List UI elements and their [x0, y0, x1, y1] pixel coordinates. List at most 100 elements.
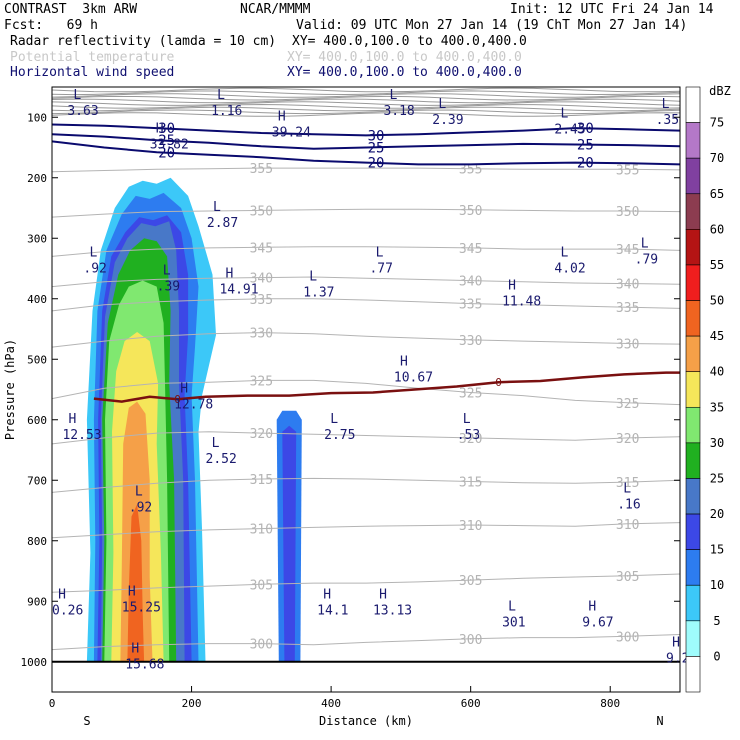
- hl-value-25: 15.25: [122, 600, 161, 615]
- theta-label-300-0: 300: [250, 638, 273, 653]
- wind-label-25-0: 25: [158, 133, 175, 149]
- theta-label-345-1: 345: [459, 242, 482, 257]
- hl-letter-7: H: [278, 109, 286, 124]
- theta-label-330-2: 330: [616, 338, 639, 353]
- field2-name: Potential temperature: [10, 50, 175, 65]
- hl-value-9: .92: [83, 261, 106, 276]
- hl-value-22: 2.52: [206, 452, 237, 467]
- hl-letter-14: L: [560, 245, 568, 260]
- theta-contour-330: [52, 332, 680, 348]
- hl-letter-17: H: [400, 354, 408, 369]
- hl-value-10: .39: [157, 280, 180, 295]
- hl-value-19: 12.53: [62, 428, 101, 443]
- hl-letter-6: H: [156, 121, 164, 136]
- hl-value-8: 2.87: [207, 216, 238, 231]
- hl-value-13: .77: [369, 261, 392, 276]
- field3-name: Horizontal wind speed: [10, 65, 175, 80]
- wind-label-20-0: 20: [158, 145, 175, 161]
- theta-label-315-0: 315: [250, 473, 273, 488]
- y-tick-label-300: 300: [27, 232, 47, 245]
- theta-label-310-1: 310: [459, 519, 482, 534]
- hl-value-15: .79: [635, 252, 658, 267]
- left-end-label: S: [83, 714, 90, 728]
- hl-letter-8: L: [213, 200, 221, 215]
- theta-label-330-0: 330: [250, 327, 273, 342]
- upper-theta-line-3: [52, 95, 680, 101]
- hl-letter-9: L: [89, 245, 97, 260]
- hl-letter-16: H: [508, 279, 516, 294]
- colorbar-level-60: 60: [710, 222, 724, 236]
- colorbar-level-20: 20: [710, 507, 724, 521]
- hl-value-0: 3.63: [67, 104, 98, 119]
- field3-xy: XY= 400.0,100.0 to 400.0,400.0: [287, 65, 522, 80]
- colorbar-swatch-0: [685, 86, 701, 123]
- theta-label-325-2: 325: [616, 397, 639, 412]
- upper-theta-line-0: [52, 87, 680, 93]
- hl-value-12: 1.37: [303, 286, 334, 301]
- reflectivity-cell-8: [127, 504, 145, 662]
- upper-theta-line-6: [52, 103, 680, 109]
- hl-letter-10: L: [163, 264, 171, 279]
- x-tick-label-600: 600: [461, 697, 481, 710]
- colorbar: 0 5 10 15 20 25 30 35 40 45 50 55 60 65 70 75 dBZ: [685, 84, 731, 693]
- hl-value-17: 10.67: [394, 370, 433, 385]
- theta-label-335-1: 335: [459, 298, 482, 313]
- colorbar-swatch-13: [685, 549, 701, 586]
- y-axis-label: Pressure (hPa): [3, 339, 17, 440]
- hl-value-3: 2.39: [432, 113, 463, 128]
- theta-label-335-2: 335: [616, 301, 639, 316]
- colorbar-level-70: 70: [710, 151, 724, 165]
- colorbar-level-50: 50: [710, 294, 724, 308]
- field1-name: Radar reflectivity (lamda = 10 cm): [10, 34, 277, 49]
- theta-label-355-2: 355: [616, 163, 639, 178]
- y-tick-label-400: 400: [27, 293, 47, 306]
- upper-theta-line-8: [52, 109, 680, 115]
- colorbar-level-55: 55: [710, 258, 724, 272]
- valid-time: Valid: 09 UTC Mon 27 Jan 14 (19 ChT Mon …: [296, 18, 688, 33]
- theta-label-320-1: 320: [459, 432, 482, 447]
- theta-contour-355: [52, 167, 680, 173]
- colorbar-level-15: 15: [710, 543, 724, 557]
- hl-letter-11: H: [226, 267, 234, 282]
- theta-label-335-0: 335: [250, 293, 273, 308]
- hl-letter-13: L: [376, 245, 384, 260]
- hl-value-2: 3.18: [383, 104, 414, 119]
- wind-label-30-2: 30: [577, 121, 594, 137]
- upper-theta-line-4: [52, 98, 680, 104]
- theta-label-355-0: 355: [250, 162, 273, 177]
- hl-letter-25: H: [128, 584, 136, 599]
- theta-label-350-2: 350: [616, 205, 639, 220]
- hl-value-5: .35: [656, 113, 679, 128]
- upper-theta-line-5: [52, 101, 680, 106]
- wind-label-30-1: 30: [368, 128, 385, 144]
- theta-contour-350: [52, 208, 680, 218]
- hl-value-24: .16: [617, 497, 640, 512]
- hl-value-21: .53: [457, 428, 480, 443]
- colorbar-swatch-16: [685, 656, 701, 693]
- theta-contour-315: [52, 477, 680, 493]
- hl-value-27: 14.1: [317, 603, 348, 618]
- colorbar-swatch-1: [685, 122, 701, 159]
- hl-letter-18: H: [180, 382, 188, 397]
- hl-letter-1: L: [217, 88, 225, 103]
- theta-label-340-1: 340: [459, 275, 482, 290]
- hl-value-18: 12.78: [174, 398, 213, 413]
- forecast-hour: Fcst: 69 h: [4, 18, 98, 33]
- colorbar-swatch-8: [685, 371, 701, 408]
- x-tick-label-800: 800: [600, 697, 620, 710]
- hl-value-6: 33.82: [150, 137, 189, 152]
- wind-label-25-1: 25: [368, 141, 385, 157]
- hl-letter-19: H: [69, 412, 77, 427]
- hl-value-7: 39.24: [272, 125, 311, 140]
- colorbar-level-65: 65: [710, 187, 724, 201]
- colorbar-unit: dBZ: [709, 84, 731, 98]
- y-tick-label-500: 500: [27, 353, 47, 366]
- wind-label-30-0: 30: [158, 121, 175, 137]
- colorbar-swatch-4: [685, 229, 701, 266]
- field2-xy: XY= 400.0,100.0 to 400.0,400.0: [287, 50, 522, 65]
- field1-xy: XY= 400.0,100.0 to 400.0,400.0: [292, 34, 527, 49]
- colorbar-swatch-5: [685, 264, 701, 301]
- zero-isotherm-label-1: 0: [495, 376, 502, 389]
- upper-contour-band: [52, 87, 680, 117]
